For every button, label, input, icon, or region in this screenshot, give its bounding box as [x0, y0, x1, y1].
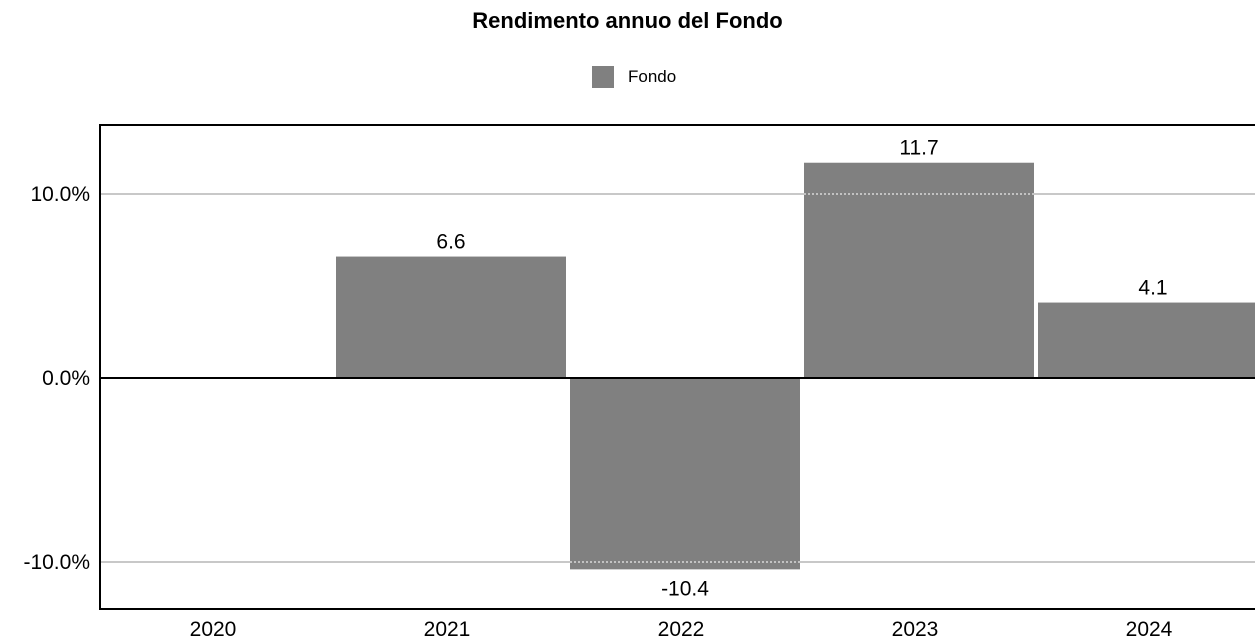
x-tick-label: 2024: [1126, 618, 1173, 639]
bar-2021: [336, 256, 566, 378]
bar-2022: [570, 378, 800, 570]
plot-frame: [99, 124, 1255, 610]
x-tick-label: 2021: [424, 618, 471, 639]
legend: Fondo: [592, 66, 676, 88]
x-tick-label: 2022: [658, 618, 705, 639]
x-tick-label: 2023: [892, 618, 939, 639]
bar-2023: [804, 162, 1034, 378]
bar-2024: [1038, 302, 1255, 378]
data-label: 4.1: [1138, 277, 1167, 300]
legend-swatch: [592, 66, 614, 88]
data-label: -10.4: [661, 577, 709, 600]
legend-label: Fondo: [628, 67, 677, 86]
data-label: 11.7: [899, 137, 938, 160]
y-tick-label: 10.0%: [30, 183, 90, 206]
x-tick-label: 2020: [190, 618, 237, 639]
data-label: 6.6: [436, 231, 465, 254]
chart-title: Rendimento annuo del Fondo: [472, 8, 783, 33]
y-tick-label: -10.0%: [23, 551, 90, 574]
y-tick-label: 0.0%: [42, 367, 90, 390]
